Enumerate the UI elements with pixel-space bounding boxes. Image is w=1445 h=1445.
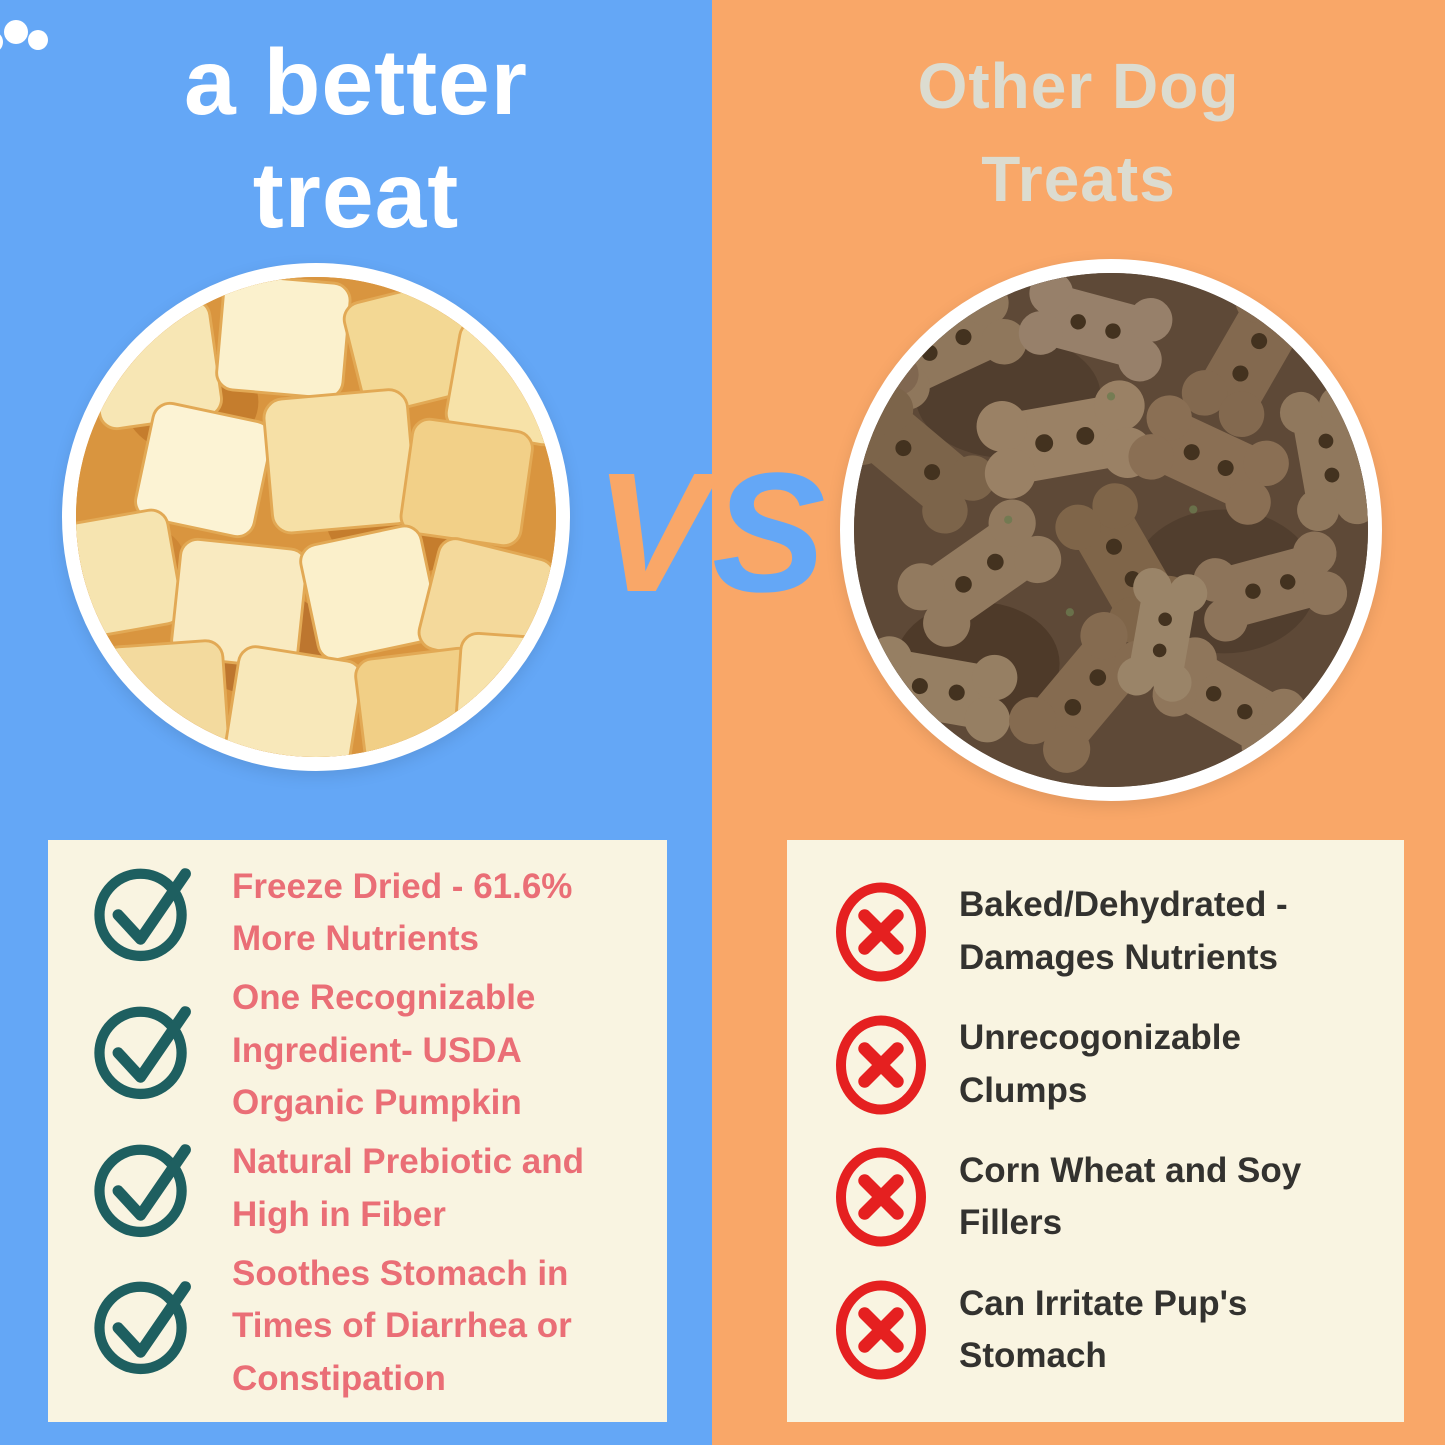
other-treats-photo xyxy=(840,259,1382,801)
check-circle-icon xyxy=(94,1281,191,1375)
benefit-row: Soothes Stomach in Times of Diarrhea or … xyxy=(92,1248,643,1406)
benefit-row: Freeze Dried - 61.6% More Nutrients xyxy=(92,857,643,969)
drawback-row: Unrecogonizable Clumps xyxy=(831,1010,1380,1120)
brand-logo: a better treat xyxy=(0,20,712,253)
benefit-text: Natural Prebiotic and High in Fiber xyxy=(232,1142,585,1234)
paw-print-icon xyxy=(0,20,48,50)
drawback-text: Can Irritate Pup's Stomach xyxy=(959,1283,1248,1376)
benefit-text: Soothes Stomach in Times of Diarrhea or … xyxy=(232,1253,572,1398)
drawback-row: Corn Wheat and Soy Fillers xyxy=(831,1142,1380,1252)
competitor-drawbacks-panel: Baked/Dehydrated - Damages Nutrients Unr… xyxy=(787,840,1404,1422)
benefit-row: Natural Prebiotic and High in Fiber xyxy=(92,1133,643,1245)
competitor-title: Other Dog Treats xyxy=(917,50,1240,215)
drawback-text: Baked/Dehydrated - Damages Nutrients xyxy=(959,885,1288,977)
drawback-text: Unrecogonizable Clumps xyxy=(959,1018,1241,1110)
brand-name: a better treat xyxy=(184,30,528,248)
x-circle-icon xyxy=(836,1015,926,1115)
x-circle-icon xyxy=(836,1147,926,1247)
benefit-text: One Recognizable Ingredient- USDA Organi… xyxy=(232,978,536,1122)
x-circle-icon xyxy=(836,882,926,982)
competitor-title-wrap: Other Dog Treats xyxy=(712,40,1445,226)
vs-letter-v: V xyxy=(594,438,712,628)
check-circle-icon xyxy=(94,868,191,962)
check-circle-icon xyxy=(94,1005,191,1099)
drawback-row: Baked/Dehydrated - Damages Nutrients xyxy=(831,877,1380,987)
benefit-text: Freeze Dried - 61.6% More Nutrients xyxy=(232,866,573,959)
pumpkin-treats-photo xyxy=(62,263,570,771)
pumpkin-cubes-illustration xyxy=(76,277,556,757)
drawback-text: Corn Wheat and Soy Fillers xyxy=(959,1150,1302,1243)
drawback-row: Can Irritate Pup's Stomach xyxy=(831,1275,1380,1385)
check-circle-icon xyxy=(94,1143,191,1237)
bone-biscuits-illustration xyxy=(854,273,1368,787)
vs-letter-s: S xyxy=(712,438,830,628)
vs-label: VS xyxy=(595,448,830,618)
brand-benefits-panel: Freeze Dried - 61.6% More Nutrients One … xyxy=(48,840,667,1422)
benefit-row: One Recognizable Ingredient- USDA Organi… xyxy=(92,972,643,1130)
x-circle-icon xyxy=(836,1280,926,1380)
